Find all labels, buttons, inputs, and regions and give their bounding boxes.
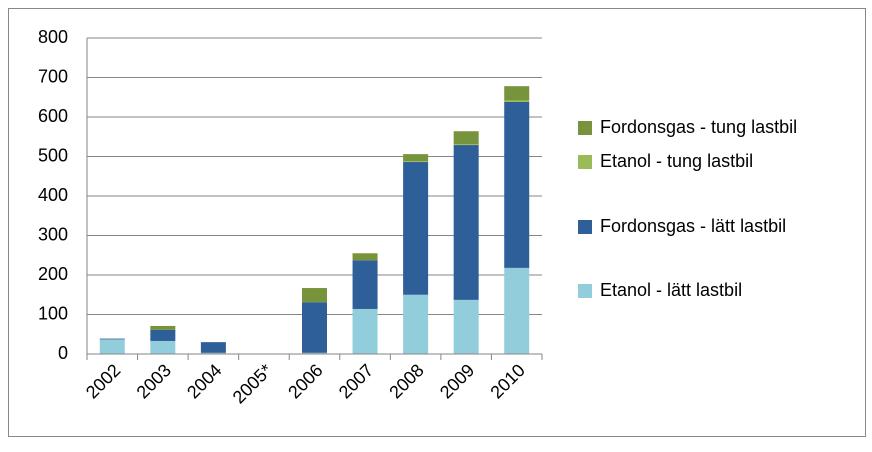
bar-segment [99, 338, 125, 340]
y-tick-label: 100 [38, 303, 68, 323]
bar-segment [453, 131, 479, 145]
bar-segment [504, 100, 530, 102]
legend-swatch [578, 220, 592, 234]
bar-segment [504, 101, 530, 268]
bar-segment [352, 260, 378, 309]
y-tick-label: 500 [38, 145, 68, 165]
bar-segment [453, 299, 479, 354]
legend-label: Fordonsgas - lätt lastbil [600, 216, 786, 236]
bar-segment [403, 162, 429, 295]
bar-segment [352, 308, 378, 354]
bar-segment [403, 161, 429, 163]
legend-label: Etanol - tung lastbil [600, 151, 753, 171]
bar-segment [453, 144, 479, 146]
bar-segment [302, 352, 327, 354]
bar-segment [302, 302, 327, 353]
bar-segment [302, 288, 327, 303]
y-tick-label: 300 [38, 224, 68, 244]
bar-segment [403, 294, 429, 354]
bar-segment [150, 340, 176, 354]
y-tick-label: 200 [38, 264, 68, 284]
legend-swatch [578, 155, 592, 169]
bar-segment [403, 154, 429, 162]
legend-swatch [578, 284, 592, 298]
bar-segment [504, 86, 530, 101]
y-tick-label: 0 [58, 343, 68, 363]
bar-segment [453, 145, 479, 300]
bar-segment [352, 253, 378, 261]
y-tick-label: 700 [38, 66, 68, 86]
bar-segment [504, 267, 530, 354]
bar-segment [200, 352, 226, 354]
y-tick-label: 600 [38, 106, 68, 126]
chart-border [8, 8, 866, 437]
y-tick-label: 400 [38, 185, 68, 205]
bar-segment [200, 342, 226, 353]
legend-swatch [578, 121, 592, 135]
legend-label: Fordonsgas - tung lastbil [600, 117, 797, 137]
bar-segment [150, 325, 176, 330]
y-tick-label: 800 [38, 27, 68, 47]
legend-label: Etanol - lätt lastbil [600, 280, 742, 300]
bar-segment [150, 329, 176, 341]
bar-segment [99, 339, 125, 354]
